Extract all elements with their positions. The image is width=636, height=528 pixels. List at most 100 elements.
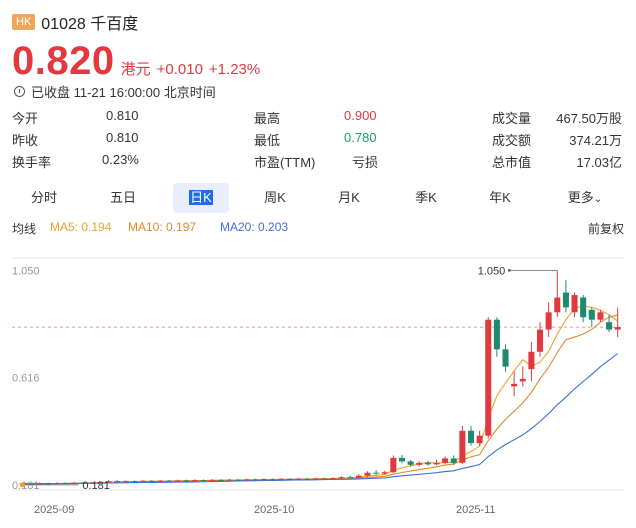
candle-body <box>580 297 587 318</box>
price-change: +0.010 <box>156 61 203 78</box>
ma20-value: MA20: 0.203 <box>220 220 289 234</box>
clock-icon <box>14 86 25 97</box>
stat-value: 0.900 <box>344 108 377 123</box>
market-status-text: 已收盘 11-21 16:00:00 北京时间 <box>31 85 216 100</box>
tab-weekly-k[interactable]: 周K <box>264 190 286 205</box>
candle-body <box>62 483 69 485</box>
stat-label: 昨收 <box>12 133 39 148</box>
stat-value: 374.21万 <box>569 133 622 148</box>
candle-body <box>200 480 207 482</box>
tab-five-day[interactable]: 五日 <box>109 190 136 205</box>
tab-monthly-k[interactable]: 月K <box>338 190 360 205</box>
candle-body <box>502 349 509 367</box>
candle-body <box>122 481 129 483</box>
candle-body <box>27 483 34 485</box>
candle-body <box>114 481 121 483</box>
stock-title: 01028 千百度 <box>41 16 139 33</box>
tab-daily-k-label: 日K <box>189 190 213 205</box>
candle-body <box>519 378 526 382</box>
candle-body <box>148 480 155 482</box>
stat-value: 17.03亿 <box>576 155 622 170</box>
candle-body <box>476 435 483 444</box>
candle-body <box>269 479 276 481</box>
candle-body <box>485 319 492 436</box>
candle-body <box>433 462 440 465</box>
adjust-toggle[interactable]: 前复权 <box>587 222 624 236</box>
stock-header: HK 01028 千百度 <box>12 10 138 34</box>
tab-quarterly-k[interactable]: 季K <box>415 190 437 205</box>
candle-body <box>562 292 569 308</box>
candle-body <box>252 479 259 481</box>
candle-body <box>424 462 431 465</box>
tab-more[interactable]: 更多⌄ <box>556 183 614 213</box>
candle-body <box>157 480 164 482</box>
price-change-percent: +1.23% <box>208 61 261 78</box>
candle-body <box>36 483 43 485</box>
candle-body <box>174 480 181 482</box>
stat-label: 总市值 <box>492 155 532 170</box>
ma10-line <box>22 314 618 485</box>
candle-body <box>571 295 578 313</box>
candle-body <box>329 478 336 480</box>
candle-body <box>537 329 544 352</box>
candle-body <box>165 480 173 482</box>
candle-body <box>226 479 233 481</box>
min-price-label: 0.181 <box>82 480 110 492</box>
candle-body <box>286 478 293 480</box>
tab-more-label: 更多 <box>567 190 594 205</box>
candle-body <box>355 475 362 478</box>
currency-label: 港元 <box>120 61 151 78</box>
ma10-value: MA10: 0.197 <box>128 220 197 234</box>
candle-body <box>597 312 604 320</box>
y-tick-label: 1.050 <box>12 265 40 277</box>
max-price-label: 1.050 <box>478 265 506 277</box>
stat-value: 0.810 <box>106 130 139 145</box>
period-tabs: 分时 五日 日K 周K 月K 季K 年K 更多⌄ <box>0 183 636 213</box>
candle-body <box>45 483 52 485</box>
tab-intraday[interactable]: 分时 <box>30 190 57 205</box>
max-pointer-dot <box>507 268 511 272</box>
candle-body <box>191 480 198 482</box>
candle-body <box>545 312 552 330</box>
candle-body <box>71 482 78 484</box>
candle-body <box>105 481 112 483</box>
stat-value: 0.780 <box>344 130 377 145</box>
ma20-line <box>22 353 619 485</box>
x-tick-label: 2025-09 <box>34 504 74 516</box>
candle-body <box>511 383 518 387</box>
candle-body <box>235 479 242 481</box>
candle-body <box>364 472 371 476</box>
candle-body <box>442 458 449 463</box>
stat-value: 467.50万股 <box>556 111 622 126</box>
candle-body <box>88 482 95 484</box>
stat-label: 今开 <box>12 111 39 126</box>
candle-body <box>347 477 354 479</box>
x-tick-label: 2025-10 <box>254 504 294 516</box>
candle-body <box>588 309 595 320</box>
candle-body <box>459 430 466 463</box>
candle-body <box>217 479 224 481</box>
y-tick-label: 0.181 <box>12 480 40 492</box>
market-status: 已收盘 11-21 16:00:00 北京时间 <box>14 82 216 101</box>
candle-body <box>260 479 267 481</box>
candle-body <box>209 479 216 481</box>
candle-body <box>606 322 613 330</box>
indicator-row: 均线 MA5: 0.194 MA10: 0.197 MA20: 0.203 前复… <box>12 220 624 236</box>
indicator-label: 均线 <box>12 222 37 236</box>
candle-body <box>407 461 414 465</box>
candle-body <box>96 482 103 484</box>
candle-body <box>450 458 457 463</box>
candle-body <box>321 478 328 480</box>
candle-body <box>398 457 405 462</box>
stat-label: 成交额 <box>492 133 532 148</box>
stat-label: 最低 <box>254 133 281 148</box>
tab-yearly-k[interactable]: 年K <box>489 190 511 205</box>
current-price: 0.820 <box>12 39 115 83</box>
kline-chart[interactable]: 1.050 0.616 0.181 1.050 0.181 2025-09 2025-10 2… <box>0 238 636 528</box>
candle-body <box>338 477 345 479</box>
chevron-down-icon: ⌄ <box>593 194 603 205</box>
candle-body <box>53 483 60 485</box>
price-row: 0.820 港元 +0.010 +1.23% <box>12 38 260 84</box>
tab-daily-k[interactable]: 日K <box>173 183 229 213</box>
stat-value: 0.23% <box>102 152 139 167</box>
